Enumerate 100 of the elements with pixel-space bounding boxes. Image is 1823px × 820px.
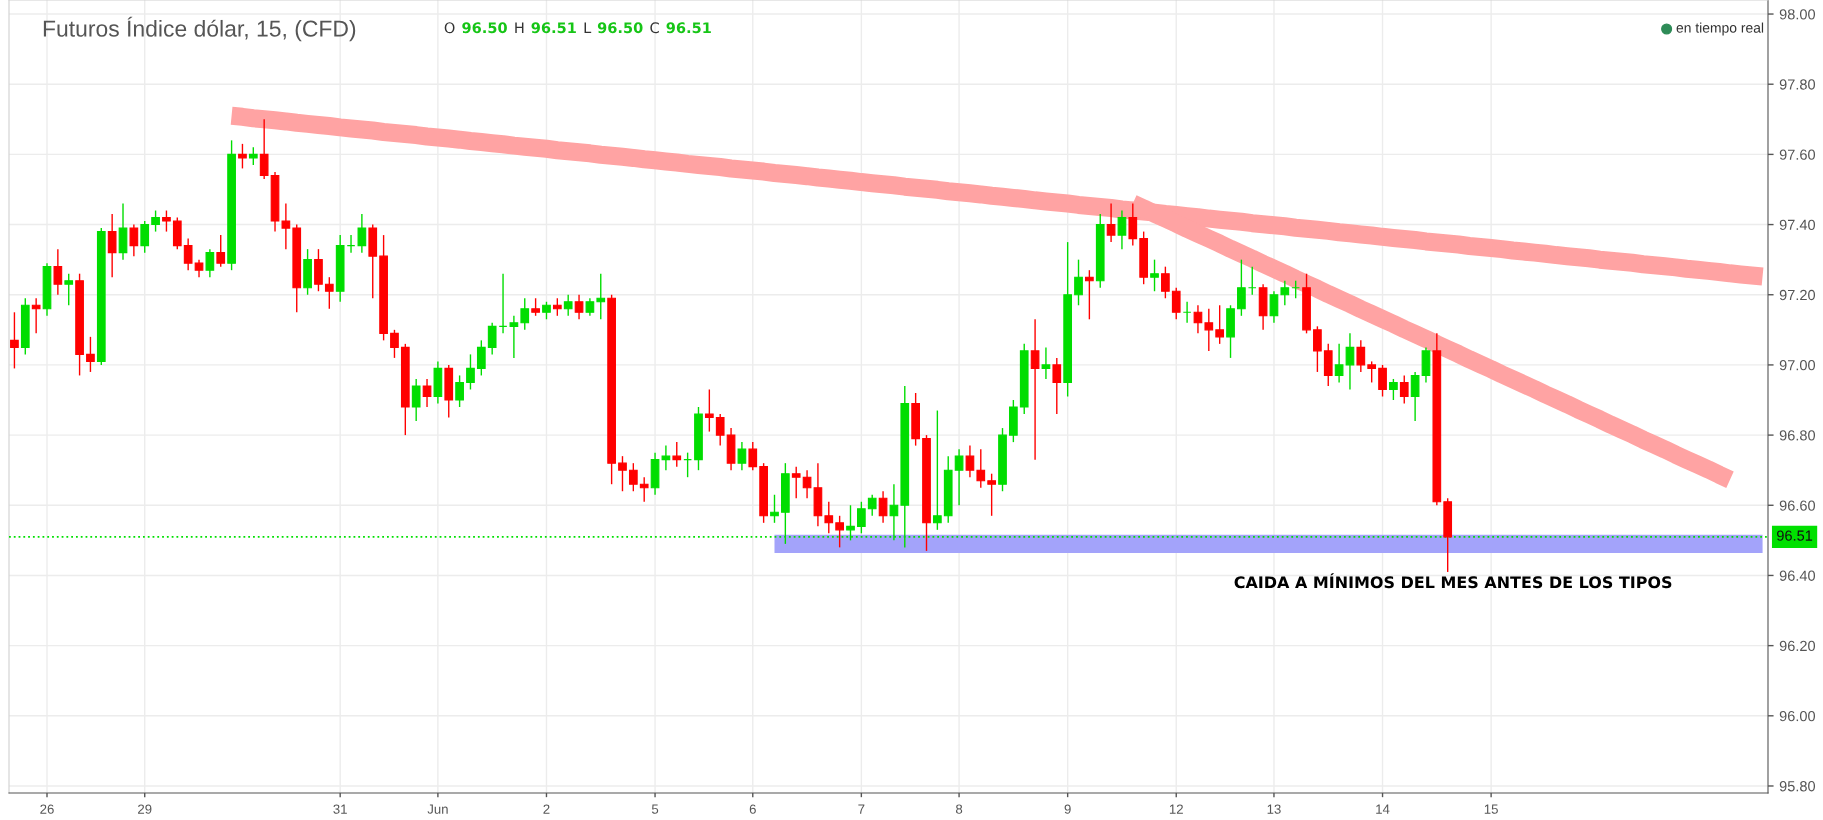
y-tick-label: 97.00 [1779,360,1816,371]
annotation: en tiempo real [1676,22,1764,36]
candlestick [976,448,986,489]
candlestick [715,413,725,447]
x-tick-label: 6 [749,804,756,814]
x-tick-label: 14 [1376,804,1390,814]
candlestick [1378,364,1387,398]
candlestick [1117,209,1127,250]
candlestick [1280,280,1290,306]
candlestick [1237,258,1246,317]
y-tick-label: 97.40 [1779,219,1816,230]
candlestick [162,209,171,233]
candlestick [1171,287,1181,321]
candlestick [1356,339,1366,373]
candlestick [509,315,519,359]
x-tick-label: 5 [651,804,659,814]
candlestick [324,276,334,310]
candlestick [1334,343,1344,384]
candlestick [770,494,779,524]
candlestick [1074,258,1083,306]
candlestick [933,409,942,531]
x-tick-label: 2 [543,804,550,814]
x-tick-label: 7 [858,804,865,814]
candlestick [1128,202,1138,247]
candlestick [954,448,964,506]
candlestick [1399,374,1409,405]
y-tick-label: 97.60 [1779,149,1816,160]
y-tick-label: 96.00 [1779,710,1816,722]
candlestick [520,297,530,331]
candlestick [390,329,399,359]
candlestick [574,294,584,321]
candlestick [1410,371,1420,422]
candlestick [107,213,117,278]
ref-line-label: 96.51 [1777,530,1813,541]
candlestick [281,202,291,250]
y-tick-label: 97.20 [1779,289,1816,301]
candlestick [596,272,606,321]
candlestick [1345,332,1355,391]
y-tick-label: 96.80 [1779,430,1816,441]
candlestick [639,476,649,503]
candlestick [1150,258,1159,292]
candlestick [422,378,432,408]
candlestick [140,220,150,254]
candlestick [31,297,41,335]
candlestick [878,490,888,524]
candlestick [151,209,160,233]
candlestick [824,501,834,535]
candlestick [563,294,573,317]
y-tick-label: 96.60 [1779,500,1816,511]
candlestick [1085,269,1094,321]
candlestick [466,353,475,391]
y-tick-label: 96.40 [1779,570,1816,581]
candlestick [791,465,801,499]
candlestick [618,455,627,492]
candlestick [1389,378,1398,401]
candlestick [704,388,714,433]
candlestick [1161,265,1170,299]
candlestick [1041,346,1051,380]
candlestick [411,378,421,422]
candlestick [86,336,95,373]
candlestick [1204,308,1214,352]
candlestick [737,441,747,471]
x-tick-label: 8 [955,804,963,814]
candlestick [628,462,638,492]
x-tick-label: 12 [1169,804,1183,814]
candlestick [1269,290,1279,324]
x-tick-label: 15 [1484,804,1498,814]
y-tick-label: 96.20 [1779,640,1816,652]
candlestick [748,441,758,471]
y-tick-label: 97.80 [1779,79,1816,90]
candlestick [259,118,269,180]
candlestick [672,441,682,468]
candlestick [216,234,226,268]
candlestick [129,223,139,257]
candlestick [64,272,74,306]
x-tick-label: 29 [138,804,152,814]
annotation: CAIDA A MÍNIMOS DEL MES ANTES DE LOS TIPOS [1234,573,1672,589]
x-tick-label: 31 [333,804,347,814]
candlestick [1367,360,1377,384]
text: Futuros Índice dólar, 15, (CFD) [43,16,356,42]
candlestick [238,143,247,170]
candlestick [987,472,997,517]
candlestick [867,494,877,517]
annotation: O 96.50 H 96.51 L 96.50 C 96.51 [444,22,711,34]
candlestick [357,213,367,254]
x-tick-label: 13 [1267,804,1281,814]
candlestick [965,444,975,478]
x-tick-label: 26 [40,804,54,814]
candlestick [183,237,193,271]
candlestick [455,374,464,408]
candlestick [835,515,844,549]
x-tick-label: Jun [427,804,448,814]
candlestick [10,311,19,370]
candlestick [1215,304,1225,345]
y-tick-label: 98.00 [1779,9,1816,20]
candlestick [476,339,486,377]
x-tick-label: 9 [1064,804,1071,814]
candlestick [1030,318,1040,461]
candlestick [856,501,866,535]
candlestick [1106,202,1116,243]
